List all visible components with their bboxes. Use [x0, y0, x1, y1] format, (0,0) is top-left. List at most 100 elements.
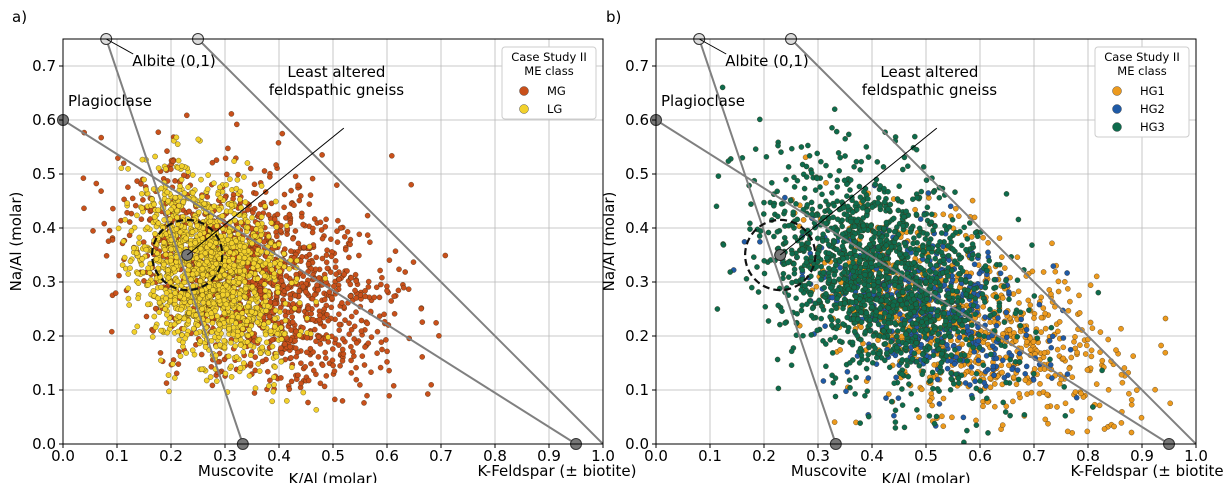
point-MG: [353, 364, 359, 371]
point-LG: [288, 280, 295, 286]
point-MG: [245, 207, 251, 213]
point-MG: [322, 296, 328, 303]
point-HG3: [715, 173, 722, 179]
point-MG: [374, 328, 381, 335]
point-LG: [120, 238, 127, 245]
point-LG: [184, 292, 191, 298]
point-HG1: [916, 414, 922, 420]
point-MG: [186, 208, 192, 215]
point-LG: [269, 343, 276, 350]
point-LG: [196, 209, 202, 216]
point-LG: [245, 219, 251, 225]
point-LG: [170, 361, 176, 367]
point-MG: [126, 219, 133, 225]
point-LG: [241, 255, 248, 261]
point-HG3: [823, 198, 829, 204]
point-MG: [305, 377, 312, 384]
point-HG3: [747, 226, 753, 232]
point-LG: [164, 311, 170, 318]
point-MG: [368, 334, 375, 340]
point-HG1: [1087, 282, 1094, 288]
point-LG: [254, 221, 261, 227]
point-MG: [384, 359, 390, 365]
point-MG: [340, 336, 346, 342]
point-MG: [272, 300, 279, 307]
point-HG3: [805, 142, 811, 149]
point-HG2: [960, 414, 967, 421]
point-LG: [164, 189, 171, 195]
point-MG: [303, 289, 309, 295]
point-HG2: [843, 388, 849, 395]
point-LG: [165, 274, 172, 281]
point-MG: [257, 288, 264, 294]
point-LG: [276, 241, 282, 247]
point-LG: [267, 240, 274, 246]
point-HG3: [964, 236, 971, 242]
point-HG3: [761, 258, 767, 264]
point-HG3: [719, 84, 726, 91]
point-LG: [230, 279, 237, 285]
point-HG3: [829, 322, 835, 329]
point-MG: [364, 392, 370, 399]
point-HG3: [778, 149, 784, 155]
point-MG: [286, 386, 293, 392]
point-LG: [197, 245, 204, 252]
point-HG3: [1099, 367, 1105, 374]
point-LG: [274, 331, 281, 337]
point-LG: [273, 353, 280, 360]
point-LG: [163, 290, 170, 296]
point-LG: [192, 240, 199, 246]
point-HG1: [1000, 295, 1006, 301]
point-HG1: [973, 417, 979, 424]
point-LG: [236, 305, 243, 312]
point-HG1: [1052, 268, 1059, 275]
point-LG: [177, 293, 183, 300]
point-HG1: [1037, 381, 1043, 387]
point-LG: [226, 228, 232, 235]
point-MG: [247, 165, 254, 172]
point-LG: [221, 310, 228, 316]
point-MG: [311, 367, 317, 374]
point-HG1: [927, 398, 933, 404]
point-MG: [300, 221, 306, 228]
point-LG: [174, 214, 180, 221]
point-MG: [378, 339, 385, 345]
point-MG: [365, 340, 372, 346]
point-LG: [249, 308, 255, 315]
point-MG: [322, 224, 329, 230]
point-LG: [131, 329, 138, 335]
point-HG3: [827, 337, 834, 343]
point-LG: [237, 295, 243, 302]
point-HG1: [1040, 354, 1047, 360]
point-MG: [321, 323, 327, 330]
point-LG: [168, 246, 174, 253]
point-HG3: [1026, 307, 1032, 313]
point-HG1: [1027, 346, 1034, 353]
point-HG3: [747, 220, 753, 227]
point-LG: [162, 306, 168, 312]
point-HG3: [804, 301, 810, 307]
point-HG1: [1099, 357, 1106, 364]
point-MG: [280, 282, 287, 289]
point-MG: [330, 362, 336, 369]
point-MG: [339, 398, 346, 404]
point-MG: [359, 353, 366, 359]
point-HG1: [987, 384, 994, 391]
point-HG1: [831, 419, 838, 425]
point-HG3: [814, 175, 820, 182]
point-MG: [129, 195, 136, 202]
point-LG: [257, 350, 264, 356]
point-HG1: [1028, 389, 1035, 396]
point-HG1: [1162, 315, 1169, 322]
point-HG1: [1064, 428, 1071, 435]
point-MG: [305, 305, 312, 312]
point-HG1: [886, 391, 892, 397]
point-LG: [203, 377, 210, 384]
point-MG: [298, 193, 304, 199]
point-LG: [322, 275, 329, 282]
point-MG: [318, 227, 325, 233]
legend-title: Case Study II: [511, 50, 586, 64]
point-LG: [238, 219, 244, 226]
point-LG: [124, 200, 130, 206]
